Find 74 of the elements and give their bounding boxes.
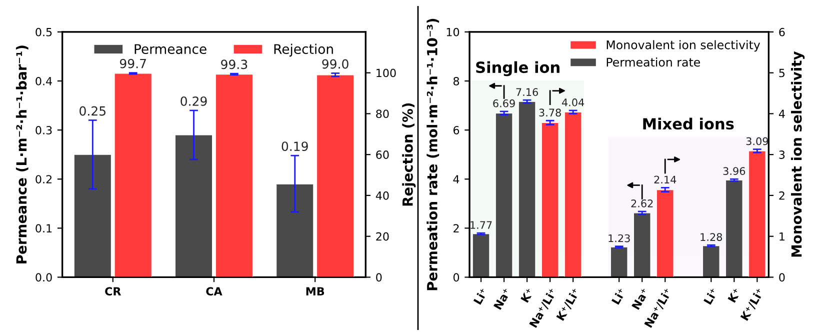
y-tick-label: 2: [454, 224, 459, 232]
data-label: 99.7: [120, 58, 146, 68]
x-tick-label: Li⁺: [611, 288, 626, 305]
x-tick-label: MB: [306, 287, 324, 296]
bar: [633, 212, 651, 278]
bar: [541, 122, 559, 278]
data-label: 0.25: [80, 106, 106, 116]
data-label: 0.29: [180, 96, 207, 106]
bar: [725, 180, 743, 278]
y2-axis-title: Rejection (%): [402, 103, 416, 206]
y2-tick-label: 40: [376, 191, 389, 200]
y-tick-label: 6: [454, 126, 460, 134]
data-label: 2.62: [631, 199, 653, 208]
legend-label: Monovalent ion selectivity: [606, 40, 760, 52]
data-label: 99.3: [221, 60, 248, 70]
y2-tick-label: 1: [780, 232, 784, 241]
data-label: 2.14: [654, 176, 676, 184]
y-tick-label: 0.3: [36, 126, 52, 134]
x-tick-label: Li⁺: [473, 288, 488, 305]
bar: [564, 112, 582, 278]
y2-tick-label: 0: [376, 273, 382, 282]
bar: [702, 245, 720, 278]
y2-tick-label: 6: [779, 28, 785, 36]
data-label: 7.16: [516, 88, 538, 96]
bar: [518, 101, 536, 278]
y-axis-title: Permeation rate (mol·m⁻²·h⁻¹·10⁻³): [426, 18, 440, 290]
y2-axis-title: Monovalent ion selectivity: [791, 51, 805, 257]
annotation: Single ion: [476, 61, 560, 76]
bar: [74, 154, 112, 278]
annotation: Mixed ions: [643, 118, 734, 130]
bar: [472, 233, 490, 278]
y-tick-label: 0.2: [36, 175, 52, 184]
y2-tick-label: 5: [779, 68, 784, 78]
y-tick-label: 0: [453, 273, 460, 282]
y2-tick-label: 0: [779, 273, 785, 282]
y-tick-label: 10: [446, 28, 460, 36]
y-tick-label: 0.0: [36, 273, 52, 282]
data-label: 3.96: [723, 167, 746, 175]
data-label: 99.0: [322, 59, 348, 69]
data-label: 4.04: [562, 98, 584, 106]
y-tick-label: 8: [453, 76, 460, 86]
x-tick-label: CA: [206, 287, 222, 296]
legend-label: Permeance: [134, 44, 206, 54]
y2-tick-label: 100: [376, 68, 396, 78]
legend-label: Rejection: [274, 44, 333, 57]
x-tick-label: K⁺: [728, 288, 742, 303]
data-label: 3.78: [539, 108, 561, 117]
y-tick-label: 0.1: [36, 224, 52, 233]
data-label: 6.69: [493, 99, 515, 108]
bar: [748, 150, 766, 278]
legend-label: Permeation rate: [606, 58, 700, 67]
bar: [610, 246, 628, 278]
x-tick-label: Li⁺: [703, 288, 718, 305]
y-tick-label: 0.5: [36, 28, 52, 36]
y-axis-title: Permeance (L·m⁻²·h⁻¹·bar⁻¹): [16, 46, 28, 264]
bar: [276, 184, 314, 278]
x-tick-label: K⁺: [520, 288, 534, 303]
y-tick-label: 0.4: [36, 76, 52, 86]
bar: [495, 112, 513, 278]
data-label: 1.77: [470, 221, 492, 229]
data-label: 3.09: [746, 137, 768, 146]
y2-tick-label: 3: [779, 150, 785, 159]
y2-tick-label: 80: [376, 110, 389, 118]
y2-tick-label: 60: [376, 150, 389, 159]
x-tick-label: CR: [105, 287, 122, 296]
y-tick-label: 4: [453, 175, 460, 184]
y2-tick-label: 20: [376, 232, 389, 241]
data-label: 0.19: [282, 142, 308, 152]
bar: [656, 189, 674, 278]
data-label: 1.23: [608, 234, 630, 242]
y2-tick-label: 2: [779, 191, 784, 200]
bar: [174, 134, 213, 278]
data-label: 1.28: [700, 233, 722, 241]
y2-tick-label: 4: [778, 110, 785, 118]
